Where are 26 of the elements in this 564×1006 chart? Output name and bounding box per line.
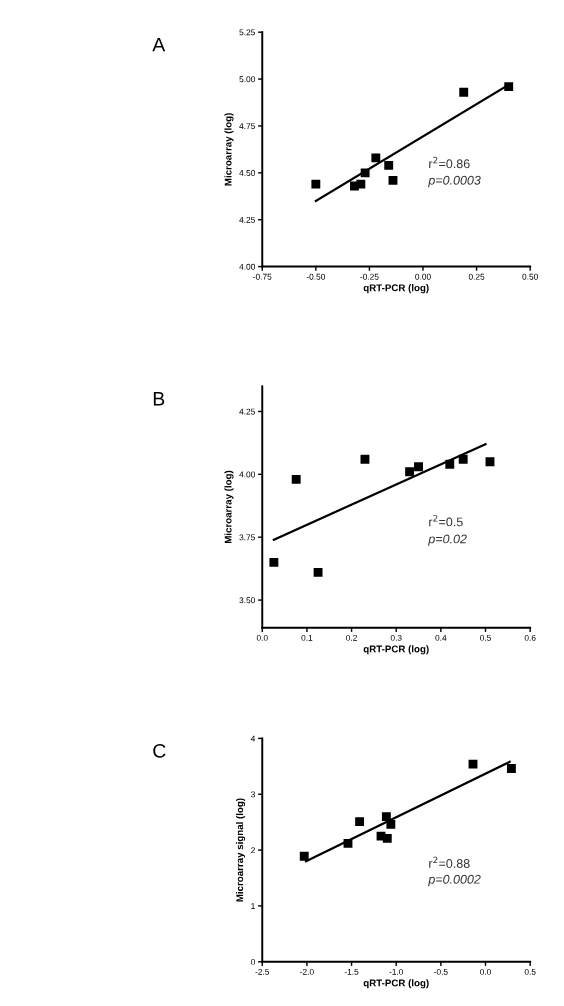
chart-title: C [153, 743, 166, 758]
point [388, 175, 398, 185]
point [299, 851, 309, 861]
chart-title: B [153, 392, 165, 406]
point [468, 759, 478, 769]
point [381, 812, 391, 822]
point [386, 819, 396, 829]
point [504, 82, 514, 92]
point [371, 153, 381, 163]
point [355, 817, 365, 827]
point [313, 567, 323, 577]
point [459, 87, 469, 97]
point [445, 459, 455, 469]
point [506, 764, 516, 773]
point [269, 557, 279, 567]
point [360, 454, 370, 464]
point [485, 457, 495, 467]
chart-title: A [152, 37, 166, 52]
point [356, 179, 366, 189]
point [291, 474, 301, 484]
point [405, 467, 415, 477]
point [311, 179, 321, 189]
point [414, 462, 423, 472]
point [382, 833, 392, 843]
point [384, 160, 394, 170]
point [458, 454, 468, 464]
